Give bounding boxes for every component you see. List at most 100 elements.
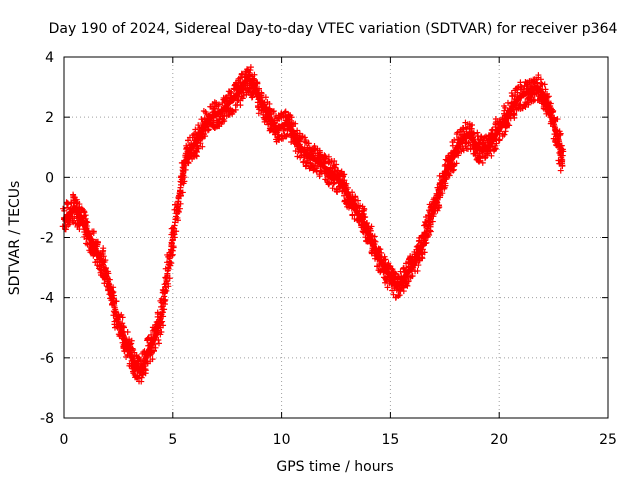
data-point: [155, 337, 162, 344]
data-point: [468, 125, 475, 132]
x-axis-label: GPS time / hours: [276, 459, 393, 475]
data-point: [76, 226, 83, 233]
data-point: [161, 306, 168, 313]
data-point: [360, 207, 367, 214]
data-point: [325, 153, 332, 160]
data-point: [499, 130, 506, 137]
data-point: [538, 80, 545, 87]
data-point: [477, 136, 484, 143]
data-point: [104, 275, 111, 282]
data-point: [166, 275, 173, 282]
data-point: [134, 360, 141, 367]
data-point: [341, 171, 348, 178]
data-point: [244, 66, 251, 73]
data-point: [181, 178, 188, 185]
data-point: [200, 107, 207, 114]
data-point: [378, 249, 385, 256]
data-point: [442, 180, 449, 187]
data-point: [381, 253, 388, 260]
data-point: [118, 324, 125, 331]
axis-ticks: [63, 56, 609, 419]
data-point: [228, 89, 235, 96]
data-point: [99, 250, 106, 257]
data-point: [333, 161, 340, 168]
data-point: [508, 89, 515, 96]
data-point: [66, 221, 73, 228]
x-tick-label: 5: [168, 432, 177, 448]
data-point: [409, 266, 416, 273]
data-point: [453, 160, 460, 167]
data-point: [542, 86, 549, 93]
data-point: [421, 249, 428, 256]
data-point: [202, 133, 209, 140]
data-point: [335, 167, 342, 174]
data-point: [94, 239, 101, 246]
data-point: [361, 214, 368, 221]
data-point: [233, 93, 240, 100]
data-point: [405, 278, 412, 285]
data-point: [558, 142, 565, 149]
data-point: [367, 225, 374, 232]
data-point: [197, 140, 204, 147]
y-axis-label: SDTVAR / TECUs: [7, 181, 23, 296]
data-point: [483, 150, 490, 157]
data-point: [232, 106, 239, 113]
data-point: [258, 90, 265, 97]
data-point: [253, 79, 260, 86]
x-tick-label: 15: [381, 432, 399, 448]
data-point: [330, 180, 337, 187]
data-point: [138, 374, 145, 381]
data-point: [387, 263, 394, 270]
y-tick-label: -4: [40, 291, 54, 307]
data-point: [83, 222, 90, 229]
data-point: [119, 314, 126, 321]
data-point: [163, 278, 170, 285]
data-point: [415, 256, 422, 263]
data-point: [110, 292, 117, 299]
y-tick-label: 2: [45, 110, 54, 126]
data-point: [254, 80, 261, 87]
data-point: [331, 158, 338, 165]
data-point: [124, 329, 131, 336]
data-point: [557, 131, 564, 138]
data-point: [296, 141, 303, 148]
data-point: [62, 226, 69, 233]
data-point: [454, 129, 461, 136]
data-point: [106, 281, 113, 288]
data-point: [216, 120, 223, 127]
data-point: [377, 246, 384, 253]
data-point: [384, 284, 391, 291]
data-point: [171, 231, 178, 238]
data-point: [341, 181, 348, 188]
data-point: [415, 262, 422, 269]
data-point: [333, 187, 340, 194]
data-point: [409, 273, 416, 280]
data-point: [292, 120, 299, 127]
data-point: [474, 150, 481, 157]
chart-title: Day 190 of 2024, Sidereal Day-to-day VTE…: [49, 21, 618, 37]
data-point: [281, 109, 288, 116]
data-point: [163, 287, 170, 294]
data-point: [162, 288, 169, 295]
x-tick-label: 20: [490, 432, 508, 448]
data-point: [470, 134, 477, 141]
data-point: [254, 87, 261, 94]
data-point: [221, 118, 228, 125]
data-point: [474, 132, 481, 139]
data-point: [391, 275, 398, 282]
data-point: [460, 125, 467, 132]
data-point: [205, 126, 212, 133]
data-point: [446, 172, 453, 179]
data-point: [424, 233, 431, 240]
y-tick-label: 4: [45, 50, 54, 66]
data-point: [136, 355, 143, 362]
data-point: [182, 166, 189, 173]
data-point: [235, 75, 242, 82]
x-tick-label: 10: [273, 432, 291, 448]
data-point: [174, 210, 181, 217]
data-point: [549, 109, 556, 116]
data-point: [133, 359, 140, 366]
data-point: [434, 207, 441, 214]
data-point: [198, 116, 205, 123]
